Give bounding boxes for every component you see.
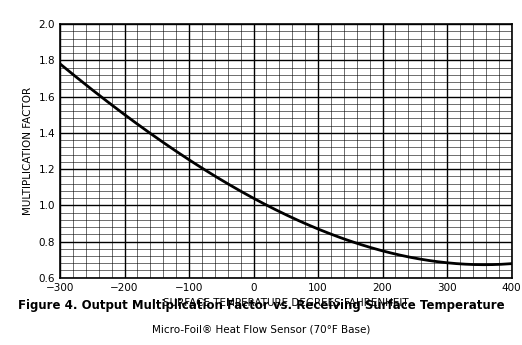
Y-axis label: MULTIPLICATION FACTOR: MULTIPLICATION FACTOR bbox=[23, 87, 33, 215]
Text: Micro-Foil® Heat Flow Sensor (70°F Base): Micro-Foil® Heat Flow Sensor (70°F Base) bbox=[152, 325, 370, 334]
Text: Figure 4. Output Multiplication Factor vs. Receiving Surface Temperature: Figure 4. Output Multiplication Factor v… bbox=[18, 299, 504, 312]
X-axis label: SURFACE TEMPERATURE DEGREES FAHRENHEIT: SURFACE TEMPERATURE DEGREES FAHRENHEIT bbox=[163, 298, 409, 308]
